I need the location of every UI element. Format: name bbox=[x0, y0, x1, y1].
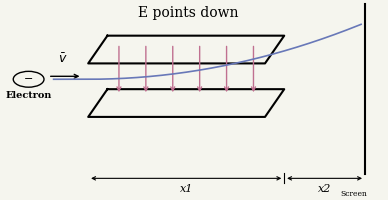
Text: x1: x1 bbox=[180, 184, 193, 194]
Text: Screen: Screen bbox=[340, 190, 367, 198]
Text: −: − bbox=[24, 74, 33, 84]
Text: E points down: E points down bbox=[138, 6, 238, 20]
Text: x2: x2 bbox=[318, 184, 331, 194]
Text: $\bar{v}$: $\bar{v}$ bbox=[59, 53, 68, 66]
Text: Electron: Electron bbox=[5, 91, 52, 100]
